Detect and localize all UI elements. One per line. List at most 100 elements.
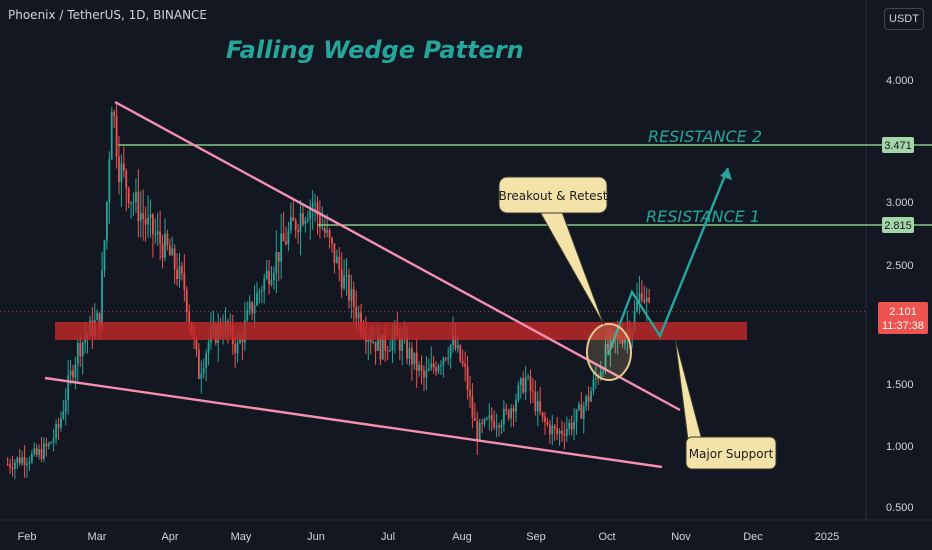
candle-body xyxy=(568,422,571,429)
last-price-badge xyxy=(878,302,928,334)
x-tick-label: May xyxy=(231,531,252,543)
candle-body xyxy=(391,336,394,350)
candle-body xyxy=(565,428,568,436)
candle-body xyxy=(633,310,636,331)
candle-body xyxy=(47,443,50,447)
candle-body xyxy=(602,371,605,373)
candle-body xyxy=(64,400,67,412)
candle-body xyxy=(270,279,273,285)
candle-body xyxy=(532,390,534,392)
candle-body xyxy=(357,312,360,319)
candle-body xyxy=(302,213,304,225)
candle-body xyxy=(306,219,309,221)
candle-body xyxy=(340,269,343,289)
candle-body xyxy=(285,241,287,245)
candle-body xyxy=(299,213,302,232)
resistance-2-badge xyxy=(882,137,914,153)
candle-body xyxy=(456,345,459,349)
candle-body xyxy=(476,420,479,441)
candle-body xyxy=(234,344,237,354)
candle-body xyxy=(251,302,254,314)
x-tick-label: Jun xyxy=(307,531,325,543)
x-tick-label: Aug xyxy=(452,531,472,543)
candle-body xyxy=(415,352,418,371)
candle-body xyxy=(236,342,239,354)
candle-body xyxy=(609,334,612,349)
x-tick-label: Dec xyxy=(743,531,763,543)
candle-body xyxy=(268,270,270,285)
candle-body xyxy=(594,377,597,380)
candle-body xyxy=(52,438,55,443)
retest-circle xyxy=(586,323,632,381)
candle-body xyxy=(304,220,307,225)
candle-body xyxy=(522,378,525,393)
candle-body xyxy=(471,396,474,418)
candle-body xyxy=(449,345,452,358)
candle-body xyxy=(168,245,171,256)
candle-body xyxy=(338,256,341,270)
candle-body xyxy=(519,378,522,386)
candle-body xyxy=(72,370,74,378)
candle-body xyxy=(437,366,440,372)
candle-body xyxy=(500,424,503,428)
candle-body xyxy=(464,363,467,367)
candle-body xyxy=(435,367,437,372)
candle-body xyxy=(33,448,36,454)
candles-group xyxy=(0,102,866,480)
candle-body xyxy=(321,227,324,229)
candle-body xyxy=(132,202,135,204)
candle-body xyxy=(548,424,551,435)
candle-body xyxy=(105,202,108,241)
candle-body xyxy=(181,265,183,274)
candle-body xyxy=(289,216,292,231)
candle-body xyxy=(502,408,505,425)
candle-body xyxy=(447,357,450,359)
candle-body xyxy=(323,227,326,233)
candle-body xyxy=(120,163,123,183)
candle-body xyxy=(607,344,609,349)
candle-body xyxy=(348,275,350,301)
candle-body xyxy=(151,214,154,235)
candle-body xyxy=(76,342,79,364)
candle-body xyxy=(81,342,84,357)
candle-body xyxy=(188,312,191,323)
currency-button[interactable]: USDT xyxy=(884,8,924,30)
candle-body xyxy=(360,312,362,330)
wedge-upper-line xyxy=(114,100,681,412)
candle-body xyxy=(541,412,544,417)
y-tick-label: 2.500 xyxy=(886,260,914,272)
candle-body xyxy=(481,422,483,424)
candle-body xyxy=(379,336,382,360)
candle-body xyxy=(381,334,384,360)
candle-body xyxy=(544,416,546,423)
candle-body xyxy=(125,170,128,189)
breakout-callout-pointer xyxy=(539,211,605,326)
candle-body xyxy=(505,408,508,411)
candle-body xyxy=(648,297,651,303)
candle-body xyxy=(287,230,290,245)
candle-body xyxy=(534,391,537,412)
candle-body xyxy=(135,191,137,203)
candle-body xyxy=(43,443,45,459)
candle-body xyxy=(98,312,101,329)
candle-body xyxy=(425,370,428,378)
candle-body xyxy=(239,338,241,343)
resistance-2-badge-label: 3.471 xyxy=(884,140,912,152)
candle-body xyxy=(166,233,169,246)
support-callout-box xyxy=(685,436,777,470)
candle-body xyxy=(195,338,198,350)
candle-body xyxy=(275,252,278,274)
x-tick-label: Oct xyxy=(598,531,615,543)
candle-body xyxy=(161,243,164,258)
candle-body xyxy=(507,410,510,419)
candle-body xyxy=(35,448,38,455)
candle-body xyxy=(26,463,28,466)
candle-body xyxy=(13,462,16,470)
support-zone xyxy=(55,322,747,340)
y-tick-label: 1.000 xyxy=(886,441,914,453)
candle-body xyxy=(84,338,86,343)
candle-body xyxy=(459,345,462,361)
candle-body xyxy=(202,368,205,374)
